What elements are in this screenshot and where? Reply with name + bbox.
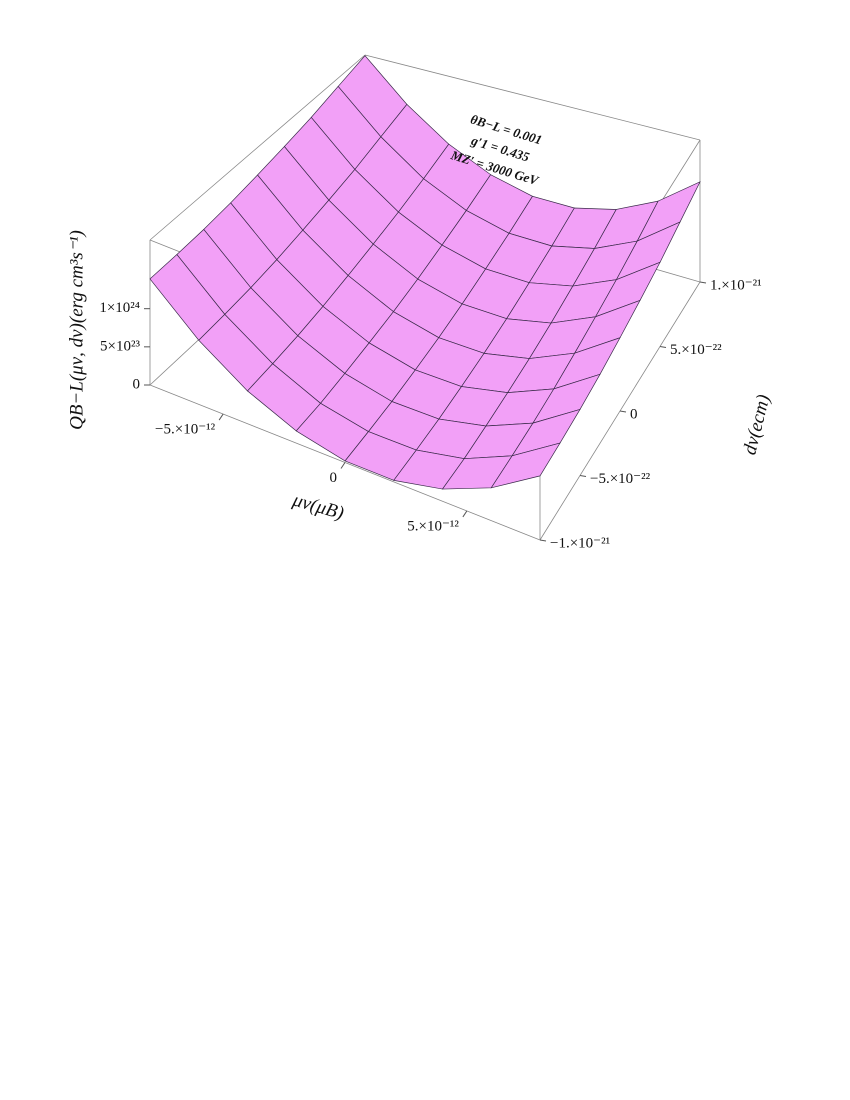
y-tick-label: −1.×10⁻²¹ [550,535,610,551]
y-tick-label: 1.×10⁻²¹ [710,277,762,293]
ticks: −5.×10⁻¹² 0 5.×10⁻¹² −1.×10⁻²¹ −5.×10⁻²² 0 5.×… [99,277,761,551]
y-tick [659,346,667,348]
y-tick [539,539,547,542]
x-tick [340,462,346,469]
x-tick-label: 5.×10⁻¹² [407,518,459,534]
x-tick [462,510,468,518]
x-tick-label: −5.×10⁻¹² [155,422,216,438]
z-axis-label: QB−L(μν, dν)(erg cm³s⁻¹) [66,230,87,430]
z-tick-label: 5×10²³ [100,338,140,354]
x-tick-label: 0 [330,470,338,486]
y-tick [699,281,707,284]
surface-patch [490,442,561,489]
box-edge [149,54,366,241]
box-edge [364,54,701,141]
z-tick-label: 0 [133,376,141,392]
y-tick [579,475,587,477]
y-tick-label: 0 [630,406,638,422]
surface [149,55,701,490]
y-tick-label: 5.×10⁻²² [670,342,722,358]
y-tick [619,410,627,413]
y-tick-label: −5.×10⁻²² [590,471,651,487]
x-tick [218,413,224,421]
z-tick-label: 1×10²⁴ [99,300,140,316]
